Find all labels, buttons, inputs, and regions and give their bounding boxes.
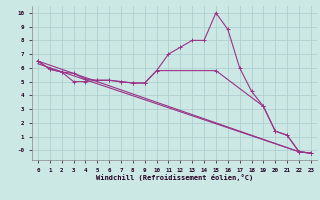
X-axis label: Windchill (Refroidissement éolien,°C): Windchill (Refroidissement éolien,°C) xyxy=(96,174,253,181)
